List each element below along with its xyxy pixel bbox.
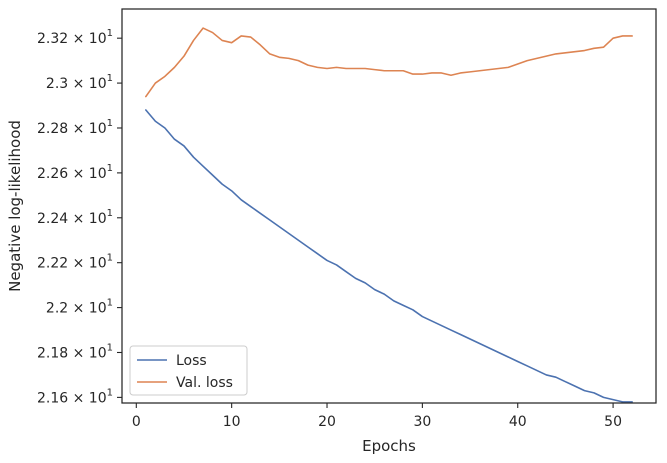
x-axis-ticks: 0 10 20 30 40 50 (132, 403, 622, 430)
plot-frame (121, 8, 657, 404)
y-tick-label: 2.3 × 101 (46, 73, 113, 92)
series-layer (145, 27, 633, 403)
x-tick-label: 0 (132, 414, 141, 430)
y-tick-label: 2.22 × 101 (37, 253, 113, 272)
legend-label-loss: Loss (176, 353, 207, 369)
y-axis-label: Negative log-likelihood (6, 120, 24, 292)
y-tick-label: 2.28 × 101 (37, 118, 113, 137)
x-tick-label: 50 (604, 414, 622, 430)
y-tick-label: 2.32 × 101 (37, 28, 113, 47)
legend: Loss Val. loss (129, 345, 248, 396)
x-tick-label: 10 (223, 414, 241, 430)
y-tick-label: 2.2 × 101 (46, 298, 113, 317)
x-axis-label: Epochs (362, 437, 416, 455)
y-axis-ticks: 2.16 × 101 2.18 × 101 2.2 × 101 2.22 × 101 2… (37, 28, 122, 406)
series-line-val-loss (145, 27, 633, 98)
series-line-loss (145, 109, 633, 403)
x-tick-label: 40 (509, 414, 527, 430)
legend-label-val-loss: Val. loss (176, 375, 233, 391)
y-tick-label: 2.16 × 101 (37, 387, 113, 406)
y-tick-label: 2.24 × 101 (37, 208, 113, 227)
x-tick-label: 20 (318, 414, 336, 430)
y-tick-label: 2.26 × 101 (37, 163, 113, 182)
y-tick-label: 2.18 × 101 (37, 342, 113, 361)
x-tick-label: 30 (413, 414, 431, 430)
